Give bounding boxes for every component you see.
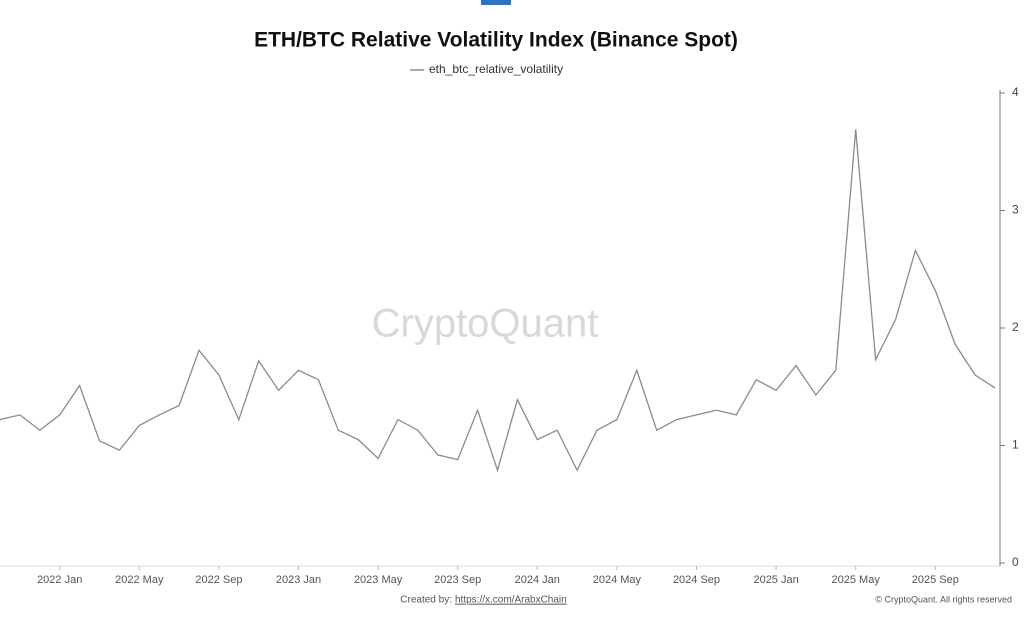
data-line — [0, 129, 996, 473]
x-tick-label: 2023 Jan — [276, 574, 321, 586]
y-tick-label: 1 — [1012, 438, 1019, 452]
y-tick-label: 0 — [1012, 555, 1019, 569]
y-tick-label: 2 — [1012, 320, 1019, 334]
x-tick-label: 2023 Sep — [434, 574, 481, 586]
x-tick-label: 2023 May — [354, 574, 403, 586]
top-tab — [481, 0, 511, 5]
y-tick-label: 4 — [1012, 85, 1019, 99]
x-tick-label: 2022 May — [115, 574, 164, 586]
x-tick-label: 2025 Sep — [912, 574, 959, 586]
chart-title: ETH/BTC Relative Volatility Index (Binan… — [254, 29, 738, 52]
x-tick-label: 2025 May — [832, 574, 881, 586]
x-tick-label: 2024 May — [593, 574, 642, 586]
footer-link[interactable]: https://x.com/ArabxChain — [455, 595, 567, 606]
footer-created: Created by: — [400, 595, 452, 606]
x-tick-label: 2022 Jan — [37, 574, 82, 586]
x-tick-label: 2024 Jan — [515, 574, 560, 586]
legend-label: eth_btc_relative_volatility — [429, 62, 563, 76]
y-tick-label: 3 — [1012, 203, 1019, 217]
x-tick-label: 2025 Jan — [753, 574, 798, 586]
x-tick-label: 2022 Sep — [195, 574, 242, 586]
footer-copyright: © CryptoQuant. All rights reserved — [875, 594, 1012, 604]
x-tick-label: 2024 Sep — [673, 574, 720, 586]
watermark: CryptoQuant — [372, 302, 599, 346]
